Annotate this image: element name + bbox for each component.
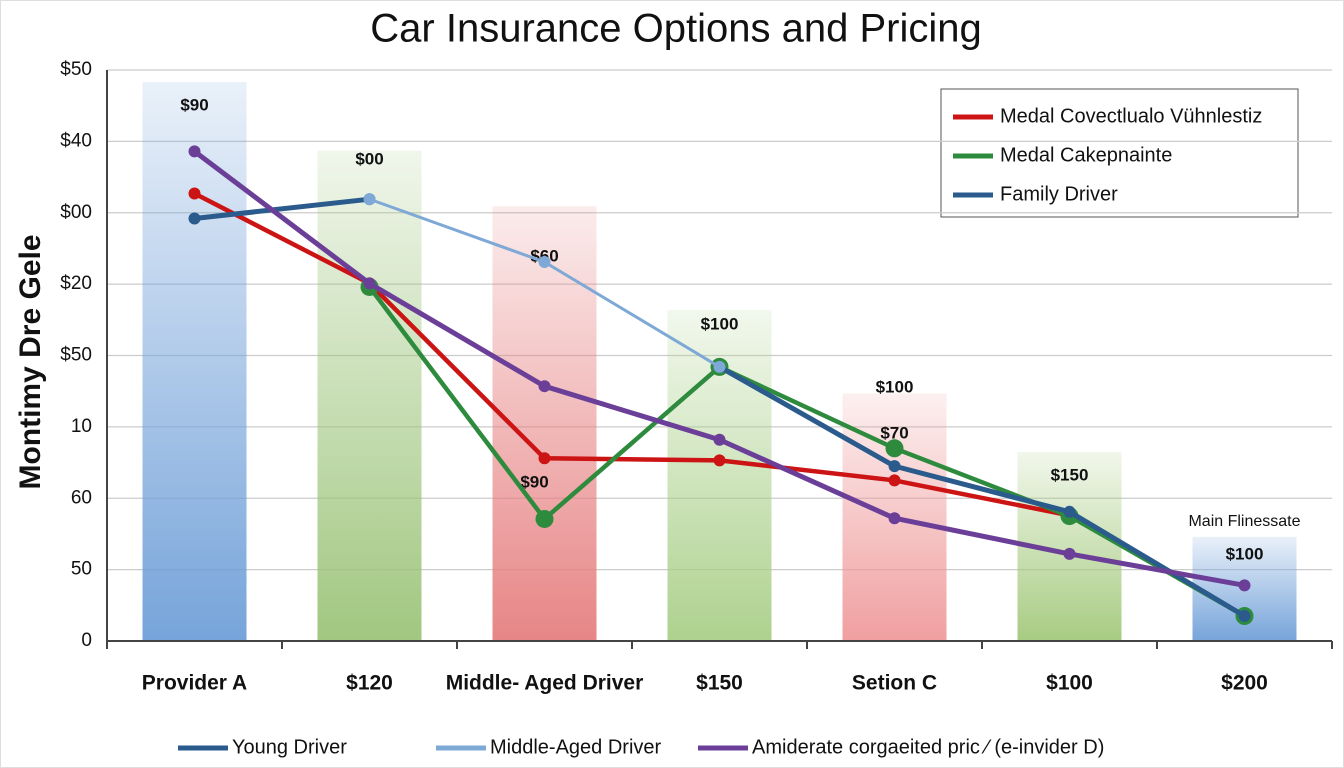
y-tick-label: 10 [71, 416, 92, 437]
x-tick-label: $150 [696, 672, 743, 695]
point [188, 212, 201, 225]
x-tick-label: Setion C [852, 672, 937, 695]
series-line [194, 196, 370, 221]
point [535, 509, 554, 528]
point [363, 277, 376, 290]
annotation: $90 [180, 95, 208, 114]
point [888, 460, 901, 473]
legend-label: Family Driver [1000, 183, 1118, 205]
legend-label: Amiderate corgaeited pric ⁄ (e-invider D… [752, 736, 1104, 758]
x-tick-label: Provider A [142, 672, 247, 695]
x-tick-label: $200 [1221, 672, 1268, 695]
bar [317, 150, 422, 641]
point [888, 512, 901, 525]
point [1238, 610, 1251, 623]
point [885, 439, 904, 458]
bar [142, 82, 247, 642]
point [363, 193, 376, 206]
point [188, 145, 201, 158]
y-axis-label: Montimy Dre Gele [14, 234, 47, 489]
series-line [367, 285, 1246, 618]
annotation: $00 [355, 149, 383, 168]
legend-label: Young Driver [232, 736, 347, 758]
point [1063, 505, 1076, 518]
annotation: $100 [1226, 544, 1264, 563]
annotation: $150 [1051, 465, 1089, 484]
point [188, 187, 201, 200]
series-line [718, 364, 1246, 619]
annotation: Main Flinessate [1188, 513, 1300, 530]
point [1063, 547, 1076, 560]
point [538, 452, 551, 465]
legend-box [940, 88, 1299, 218]
x-tick-label: $120 [346, 672, 393, 695]
legend-label: Medal Cakepnainte [1000, 144, 1172, 166]
y-tick-label: 60 [71, 487, 92, 508]
y-tick-label: 50 [71, 559, 92, 580]
point [538, 380, 551, 393]
y-tick-label: $20 [60, 273, 92, 294]
y-tick-label: $00 [60, 202, 92, 223]
point [1238, 579, 1251, 592]
legend-label: Medal Covectlualo Vühnlestiz [1000, 105, 1262, 127]
x-tick-label: $100 [1046, 672, 1093, 695]
y-tick-label: 0 [81, 630, 92, 651]
y-tick-label: $40 [60, 130, 92, 151]
chart-title: Car Insurance Options and Pricing [370, 7, 981, 51]
series-line [193, 191, 1070, 518]
point [713, 454, 726, 467]
point [888, 474, 901, 487]
point [538, 255, 551, 268]
annotation: $90 [520, 472, 548, 491]
y-tick-label: $50 [60, 59, 92, 80]
annotation: $100 [876, 377, 914, 396]
x-tick-label: Middle- Aged Driver [446, 672, 644, 695]
annotation: $70 [880, 423, 908, 442]
legend-label: Middle-Aged Driver [490, 736, 662, 758]
annotation: $100 [701, 314, 739, 333]
y-tick-label: $50 [60, 345, 92, 366]
point [713, 360, 726, 373]
point [713, 433, 726, 446]
